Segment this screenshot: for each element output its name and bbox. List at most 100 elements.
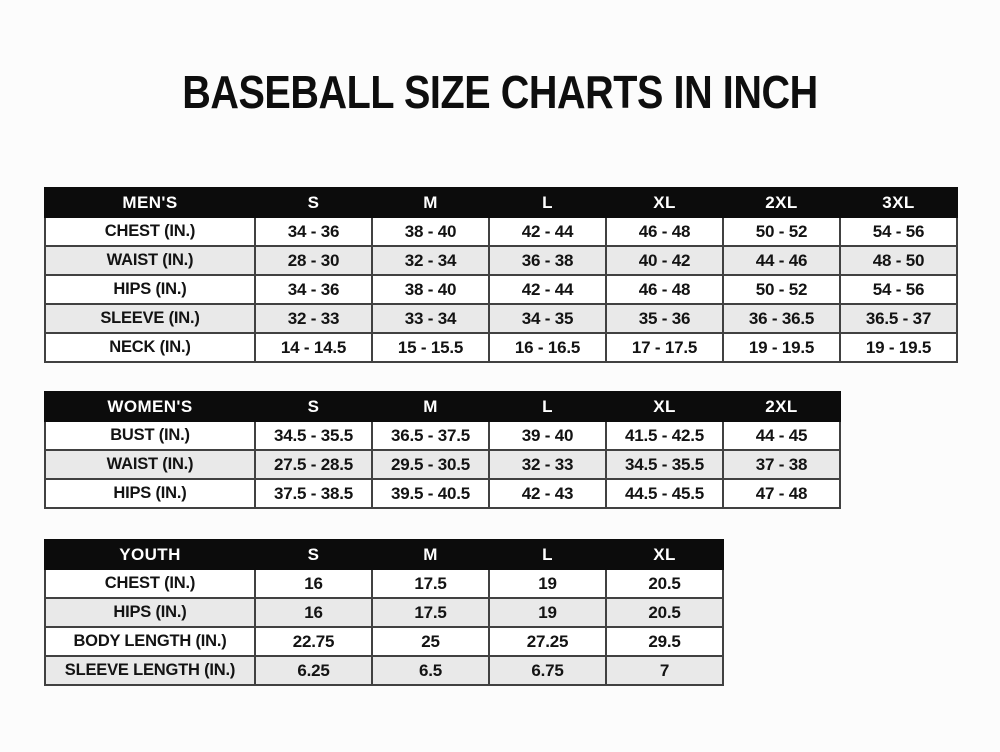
- womens-column-header: 2XL: [722, 391, 841, 422]
- mens-size-table: MEN'S S M L XL 2XL 3XL CHEST (IN.) 34 - 36 38 - 4…: [44, 187, 958, 363]
- row-label: WAIST (IN.): [44, 245, 256, 276]
- size-value: 42 - 44: [488, 274, 607, 305]
- mens-column-header: S: [254, 187, 373, 218]
- size-value: 34 - 36: [254, 216, 373, 247]
- size-value: 17.5: [371, 597, 490, 628]
- youth-size-table: YOUTH S M L XL CHEST (IN.) 16 17.5 19 20.5 HIPS (I…: [44, 539, 724, 686]
- size-value: 15 - 15.5: [371, 332, 490, 363]
- size-value: 46 - 48: [605, 216, 724, 247]
- size-value: 6.25: [254, 655, 373, 686]
- youth-table-row: SLEEVE LENGTH (IN.) 6.25 6.5 6.75 7: [44, 655, 724, 686]
- womens-column-header: XL: [605, 391, 724, 422]
- size-value: 39.5 - 40.5: [371, 478, 490, 509]
- size-value: 27.25: [488, 626, 607, 657]
- size-value: 34 - 35: [488, 303, 607, 334]
- size-value: 29.5 - 30.5: [371, 449, 490, 480]
- page-title: BASEBALL SIZE CHARTS IN INCH: [182, 66, 818, 118]
- size-value: 50 - 52: [722, 216, 841, 247]
- size-value: 36.5 - 37: [839, 303, 958, 334]
- row-label: CHEST (IN.): [44, 216, 256, 247]
- mens-table-row: SLEEVE (IN.) 32 - 33 33 - 34 34 - 35 35 - 36…: [44, 303, 958, 334]
- size-value: 6.5: [371, 655, 490, 686]
- mens-column-header: L: [488, 187, 607, 218]
- mens-column-header: 2XL: [722, 187, 841, 218]
- row-label: BUST (IN.): [44, 420, 256, 451]
- row-label: CHEST (IN.): [44, 568, 256, 599]
- size-value: 19 - 19.5: [839, 332, 958, 363]
- size-value: 33 - 34: [371, 303, 490, 334]
- size-value: 16: [254, 568, 373, 599]
- size-value: 34 - 36: [254, 274, 373, 305]
- size-value: 40 - 42: [605, 245, 724, 276]
- row-label: HIPS (IN.): [44, 478, 256, 509]
- youth-column-header: XL: [605, 539, 724, 570]
- size-value: 42 - 43: [488, 478, 607, 509]
- womens-size-table: WOMEN'S S M L XL 2XL BUST (IN.) 34.5 - 35.5 36.5…: [44, 391, 841, 509]
- size-value: 19: [488, 568, 607, 599]
- size-value: 54 - 56: [839, 274, 958, 305]
- size-value: 47 - 48: [722, 478, 841, 509]
- youth-table-title: YOUTH: [44, 539, 256, 570]
- row-label: HIPS (IN.): [44, 274, 256, 305]
- womens-column-header: S: [254, 391, 373, 422]
- mens-column-header: 3XL: [839, 187, 958, 218]
- mens-column-header: XL: [605, 187, 724, 218]
- size-value: 16: [254, 597, 373, 628]
- mens-table-title: MEN'S: [44, 187, 256, 218]
- row-label: BODY LENGTH (IN.): [44, 626, 256, 657]
- size-charts-container: MEN'S S M L XL 2XL 3XL CHEST (IN.) 34 - 36 38 - 4…: [44, 187, 958, 686]
- size-value: 28 - 30: [254, 245, 373, 276]
- mens-table-row: WAIST (IN.) 28 - 30 32 - 34 36 - 38 40 - 42 4…: [44, 245, 958, 276]
- size-value: 32 - 34: [371, 245, 490, 276]
- youth-column-header: L: [488, 539, 607, 570]
- size-value: 36 - 36.5: [722, 303, 841, 334]
- size-value: 46 - 48: [605, 274, 724, 305]
- youth-table-row: CHEST (IN.) 16 17.5 19 20.5: [44, 568, 724, 599]
- size-value: 50 - 52: [722, 274, 841, 305]
- size-value: 54 - 56: [839, 216, 958, 247]
- size-value: 38 - 40: [371, 216, 490, 247]
- size-value: 37.5 - 38.5: [254, 478, 373, 509]
- size-value: 16 - 16.5: [488, 332, 607, 363]
- womens-column-header: L: [488, 391, 607, 422]
- mens-table-row: NECK (IN.) 14 - 14.5 15 - 15.5 16 - 16.5 17 …: [44, 332, 958, 363]
- size-value: 19 - 19.5: [722, 332, 841, 363]
- size-value: 27.5 - 28.5: [254, 449, 373, 480]
- youth-column-header: S: [254, 539, 373, 570]
- size-value: 34.5 - 35.5: [254, 420, 373, 451]
- size-value: 32 - 33: [488, 449, 607, 480]
- womens-table-row: WAIST (IN.) 27.5 - 28.5 29.5 - 30.5 32 - 33…: [44, 449, 841, 480]
- size-value: 34.5 - 35.5: [605, 449, 724, 480]
- size-value: 48 - 50: [839, 245, 958, 276]
- size-value: 37 - 38: [722, 449, 841, 480]
- size-value: 36.5 - 37.5: [371, 420, 490, 451]
- size-value: 17.5: [371, 568, 490, 599]
- youth-table-row: HIPS (IN.) 16 17.5 19 20.5: [44, 597, 724, 628]
- size-value: 44 - 46: [722, 245, 841, 276]
- size-value: 35 - 36: [605, 303, 724, 334]
- size-value: 29.5: [605, 626, 724, 657]
- size-value: 42 - 44: [488, 216, 607, 247]
- size-value: 14 - 14.5: [254, 332, 373, 363]
- row-label: WAIST (IN.): [44, 449, 256, 480]
- size-value: 20.5: [605, 597, 724, 628]
- row-label: HIPS (IN.): [44, 597, 256, 628]
- mens-header-row: MEN'S S M L XL 2XL 3XL: [44, 187, 958, 218]
- size-value: 20.5: [605, 568, 724, 599]
- womens-table-row: BUST (IN.) 34.5 - 35.5 36.5 - 37.5 39 - 40 4…: [44, 420, 841, 451]
- womens-table-title: WOMEN'S: [44, 391, 256, 422]
- size-value: 32 - 33: [254, 303, 373, 334]
- mens-column-header: M: [371, 187, 490, 218]
- size-value: 17 - 17.5: [605, 332, 724, 363]
- row-label: SLEEVE (IN.): [44, 303, 256, 334]
- size-value: 41.5 - 42.5: [605, 420, 724, 451]
- youth-column-header: M: [371, 539, 490, 570]
- womens-table-row: HIPS (IN.) 37.5 - 38.5 39.5 - 40.5 42 - 43 4…: [44, 478, 841, 509]
- size-value: 6.75: [488, 655, 607, 686]
- size-value: 19: [488, 597, 607, 628]
- size-value: 22.75: [254, 626, 373, 657]
- size-value: 38 - 40: [371, 274, 490, 305]
- size-value: 44.5 - 45.5: [605, 478, 724, 509]
- size-value: 39 - 40: [488, 420, 607, 451]
